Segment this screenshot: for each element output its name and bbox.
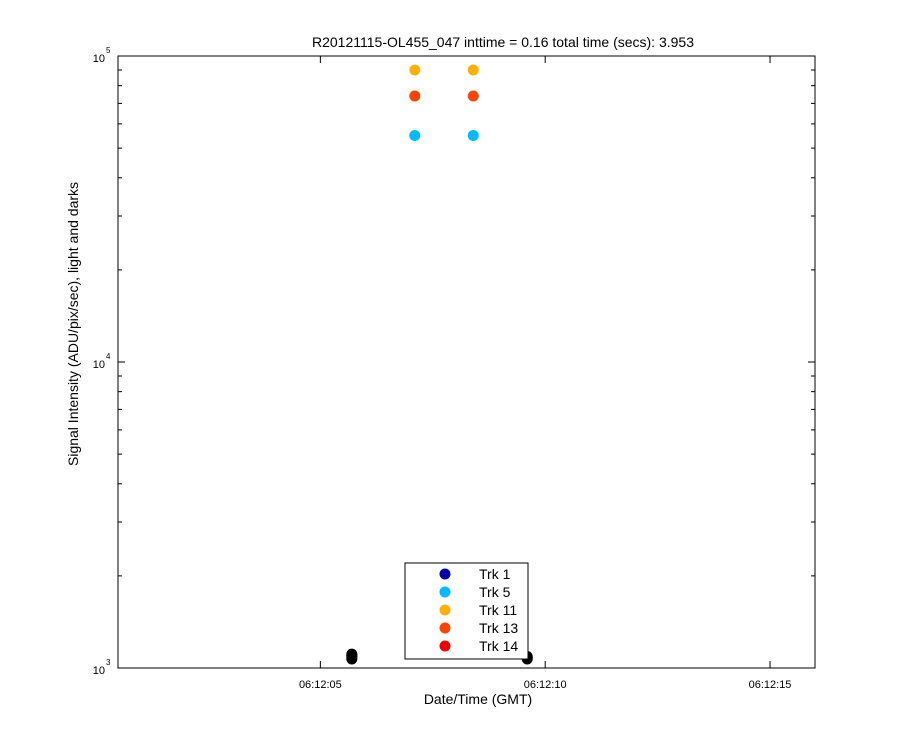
- y-axis-label: Signal Intensity (ADU/pix/sec), light an…: [65, 182, 81, 466]
- legend-marker: [439, 622, 451, 634]
- x-tick-label: 06:12:15: [749, 679, 792, 691]
- x-axis-label: Date/Time (GMT): [424, 691, 532, 707]
- legend-label: Trk 11: [479, 602, 517, 618]
- y-tick-label-base: 10: [93, 665, 105, 677]
- legend-label: Trk 5: [479, 584, 511, 600]
- data-point: [409, 129, 421, 141]
- data-point: [467, 129, 479, 141]
- x-tick-label: 06:12:05: [299, 679, 342, 691]
- data-point: [467, 90, 479, 102]
- y-tick-label-exponent: 3: [106, 658, 111, 667]
- y-tick-label-exponent: 4: [106, 352, 111, 361]
- legend-marker: [439, 586, 451, 598]
- data-point: [467, 64, 479, 76]
- y-tick-label-base: 10: [93, 53, 105, 65]
- y-tick-label-exponent: 5: [106, 46, 111, 55]
- legend-label: Trk 14: [479, 638, 518, 654]
- legend-box: [404, 562, 529, 660]
- legend: Trk 1 Trk 5 Trk 11 Trk 13 Trk 14: [404, 562, 529, 660]
- legend-marker: [439, 640, 451, 652]
- dark-point: [346, 648, 358, 660]
- y-tick-label-base: 10: [93, 359, 105, 371]
- legend-label: Trk 13: [479, 620, 518, 636]
- legend-marker: [439, 568, 451, 580]
- chart-title: R20121115-OL455_047 inttime = 0.16 total…: [312, 34, 694, 50]
- legend-marker: [439, 604, 451, 616]
- data-point: [409, 64, 421, 76]
- legend-label: Trk 1: [479, 566, 511, 582]
- data-point: [409, 90, 421, 102]
- x-axis: 06:12:05 06:12:10 06:12:15: [299, 56, 792, 691]
- x-tick-label: 06:12:10: [524, 679, 567, 691]
